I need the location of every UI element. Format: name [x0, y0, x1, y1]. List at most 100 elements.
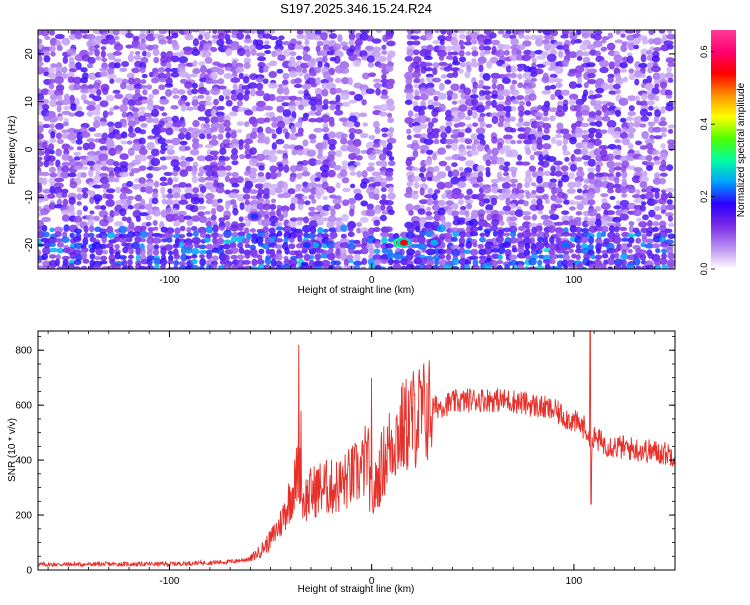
spectrogram-cell [68, 61, 76, 70]
spectrogram-cell [173, 265, 179, 269]
spectrogram-cell [464, 259, 472, 265]
spectrogram-cell [282, 109, 292, 118]
spectrogram-cell [516, 192, 525, 200]
spectrogram-cell [242, 76, 250, 84]
spectrogram-cell [432, 131, 440, 139]
snr-y-tick-label: 800 [15, 346, 32, 357]
spectrogram-cell [504, 99, 512, 106]
spectrogram-cell [89, 225, 95, 233]
spectrogram-cell [352, 138, 362, 147]
spectrogram-cell [574, 248, 583, 254]
spectrogram-cell [595, 132, 603, 139]
spectrogram-cell [127, 53, 134, 63]
spectrogram-cell [244, 253, 251, 259]
spectrogram-cell [82, 165, 89, 171]
spectrogram-cell [93, 115, 102, 122]
spectrogram-cell [576, 203, 584, 211]
spectrogram-cell [183, 215, 193, 220]
spectrogram-cell [119, 104, 128, 113]
spectrogram-cell [287, 43, 296, 51]
spectrogram-cell [379, 104, 390, 112]
spectrogram-cell [568, 172, 575, 180]
spectrogram-cell [496, 110, 507, 118]
spectrogram-cell [544, 85, 552, 91]
spectrogram-cell [443, 66, 452, 72]
spectrogram-cell [282, 209, 289, 218]
spectrogram-cell [158, 77, 168, 83]
spectrogram-cell [48, 242, 57, 248]
spectrogram-cell [170, 137, 181, 146]
spectrogram-cell [40, 208, 50, 216]
spectrogram-cell [68, 68, 77, 73]
spectrogram-cell [72, 76, 83, 85]
spectrogram-cell [555, 82, 563, 88]
spectrogram-cell [330, 208, 336, 217]
spectrogram-cell [56, 138, 64, 145]
spectrogram-cell [321, 88, 329, 97]
spectrogram-cell [516, 263, 525, 269]
spectrogram-cell [94, 256, 102, 261]
spectrogram-cell [165, 61, 172, 70]
spectrogram-cell [607, 222, 617, 227]
spectrogram-cell [458, 49, 465, 57]
spectrogram-cell [503, 49, 510, 56]
spectrogram-cell [347, 77, 353, 86]
spectrogram-cell [571, 253, 577, 259]
spectrogram-cell [491, 99, 497, 108]
spectrogram-cell [445, 165, 451, 172]
spectrogram-cell [619, 199, 630, 208]
spectrogram-peak [247, 211, 262, 222]
spectrogram-cell [648, 38, 654, 45]
spectrogram-cell [315, 183, 324, 189]
spectrogram-cell [478, 79, 485, 85]
spectrogram-cell [543, 110, 549, 117]
spectrogram-cell [518, 116, 524, 124]
spectrogram-cell [289, 176, 296, 183]
spectrogram-cell [86, 161, 96, 166]
spectrogram-cell [198, 244, 207, 250]
spectrogram-cell [542, 30, 553, 36]
spectrogram-cell [615, 209, 624, 216]
spectrogram-cell [614, 139, 622, 144]
spectrogram-cell [138, 148, 148, 156]
spectrogram-cell [264, 257, 271, 265]
spectrogram-cell [424, 49, 432, 58]
spectrogram-cell [68, 262, 75, 269]
spectrogram-cell [217, 198, 223, 203]
spectrogram-cell [633, 37, 641, 45]
spectrogram-cell [651, 55, 660, 63]
spectrogram-cell [491, 147, 499, 156]
spectrogram-cell [525, 101, 532, 107]
spectrogram-cell [463, 194, 472, 201]
spectrogram-cell [61, 165, 70, 173]
spectrogram-cell [67, 71, 75, 79]
spectrogram-cell [242, 238, 250, 244]
spectrogram-cell [237, 231, 246, 237]
spectrogram-cell [289, 217, 298, 222]
spectrogram-cell [114, 244, 120, 250]
spectrogram-cell [167, 250, 174, 256]
spectrogram-cell [620, 33, 626, 38]
spectrogram-cell [307, 182, 318, 188]
spectrogram-cell [257, 171, 265, 178]
spectrogram-cell [328, 264, 336, 269]
spectrogram-cell [649, 46, 655, 51]
spectrogram-cell [437, 207, 446, 216]
spectrogram-cell [508, 225, 518, 234]
spectrogram-y-label: Frequency (Hz) [7, 116, 18, 185]
spectrogram-cell [614, 264, 622, 269]
spectrogram-cell [42, 141, 48, 150]
spectrogram-cell [254, 183, 265, 189]
spectrogram-cell [633, 44, 640, 50]
spectrogram-cell [127, 99, 136, 107]
spectrogram-cell [48, 202, 56, 210]
spectrogram-cell [257, 126, 264, 134]
spectrogram-cell [501, 77, 511, 84]
spectrogram-cell [423, 55, 433, 61]
spectrogram-cell [197, 116, 207, 121]
spectrogram-cell [283, 258, 291, 266]
spectrogram-cell [261, 44, 272, 50]
spectrogram-cell [496, 83, 505, 92]
spectrogram-cell [356, 170, 363, 178]
spectrogram-cell [139, 30, 146, 36]
